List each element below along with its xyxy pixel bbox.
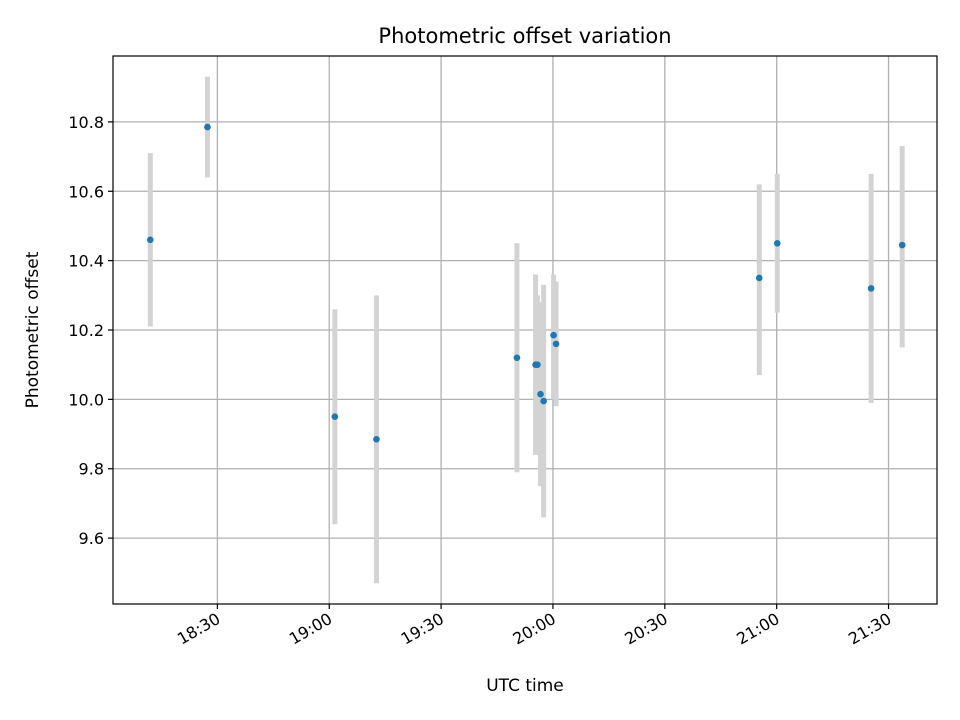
data-point [537,390,544,398]
y-tick-label: 10.8 [68,113,104,132]
data-point [373,435,380,443]
data-point [867,285,875,292]
y-tick-label: 10.6 [68,182,104,201]
y-axis-label: Photometric offset [23,251,43,408]
y-tick-label: 10.0 [68,390,104,409]
x-axis-label: UTC time [486,676,564,696]
data-point [204,123,211,131]
data-point [552,340,560,348]
y-axis: 9.6 9.8 10.0 10.2 10.4 10.6 10.8 [68,113,113,548]
x-tick-label: 19:00 [286,609,335,649]
x-axis: 18:30 19:00 19:30 20:00 20:30 21:00 21:30 [174,604,895,649]
chart-title: Photometric offset variation [378,24,671,48]
x-tick-label: 20:30 [621,609,670,649]
y-tick-label: 10.2 [68,321,104,340]
data-point [540,397,547,405]
data-point [755,274,763,282]
y-tick-label: 9.6 [79,529,104,548]
grid [113,56,937,604]
y-tick-label: 10.4 [68,252,104,271]
x-tick-label: 18:30 [174,609,223,649]
data-point [550,331,557,339]
data-point [513,354,521,362]
x-tick-label: 20:00 [510,609,559,649]
data-point [331,413,339,421]
x-tick-label: 21:30 [845,609,894,649]
data-point [898,241,906,249]
data-point [146,236,154,244]
x-tick-label: 21:00 [733,609,782,649]
data-point [773,239,781,247]
y-tick-label: 9.8 [79,460,104,479]
data-point [534,361,541,368]
data-points [146,123,906,443]
x-tick-label: 19:30 [398,609,447,649]
